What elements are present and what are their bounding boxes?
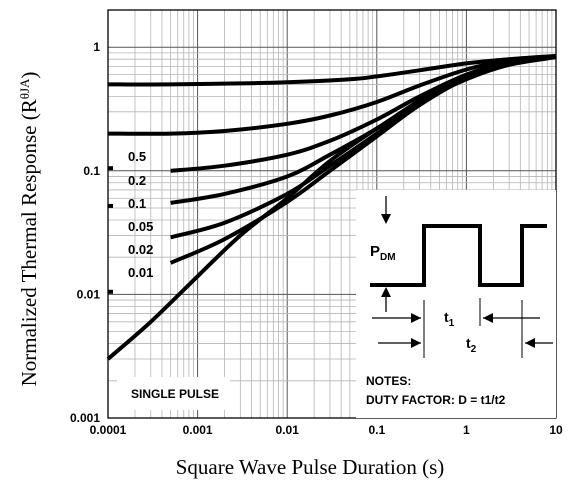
x-tick-label: 10 [549, 423, 563, 437]
curve-label-0.2: 0.2 [128, 173, 146, 188]
curve-label-0.02: 0.02 [128, 242, 153, 257]
t2-arrowhead-right [525, 338, 535, 348]
pdm-label: PDM [370, 243, 396, 263]
curve-label-0.1: 0.1 [128, 196, 146, 211]
y-tick-label: 0.1 [83, 164, 100, 178]
y-tick-label: 0.01 [77, 287, 101, 301]
t2-label: t2 [466, 335, 477, 355]
x-tick-label: 1 [463, 423, 470, 437]
y-axis-title: Normalized Thermal Response (RθJA) [17, 72, 41, 387]
pdm-top-arrowhead [381, 214, 391, 224]
pdm-bottom-arrowhead [381, 287, 391, 297]
curve-single-pulse [106, 55, 557, 361]
t1-arrowhead-left [411, 313, 421, 323]
t2-arrowhead-left [411, 338, 421, 348]
pulse-waveform [370, 224, 547, 287]
curve-0.5 [107, 53, 557, 87]
y-tick-label: 1 [93, 40, 100, 54]
x-tick-label: 0.1 [368, 423, 385, 437]
curve-label-0.5: 0.5 [128, 149, 146, 164]
x-tick-label: 0.01 [276, 423, 300, 437]
curve-label-0.05: 0.05 [128, 219, 153, 234]
duty-factor-note: DUTY FACTOR: D = t1/t2 [366, 393, 506, 407]
t1-arrowhead-right [483, 313, 493, 323]
curve-0.2 [107, 54, 557, 136]
curve-label-0.01: 0.01 [128, 265, 153, 280]
single-pulse-label-box [117, 377, 230, 410]
y-tick-label: 0.001 [70, 411, 100, 425]
notes-inset: PDM t1 t2 NOTES: DUTY FACTOR: D = t1/t2 [356, 190, 556, 418]
x-axis-title: Square Wave Pulse Duration (s) [176, 455, 445, 479]
x-tick-label: 0.001 [183, 423, 213, 437]
notes-heading: NOTES: [366, 374, 411, 388]
single-pulse-label: SINGLE PULSE [131, 387, 219, 401]
duty-factor-labels: 0.5 0.2 0.1 0.05 0.02 0.01 [128, 149, 153, 280]
curves [106, 53, 557, 361]
t1-label: t1 [444, 309, 455, 329]
x-tick-label: 0.0001 [90, 423, 127, 437]
